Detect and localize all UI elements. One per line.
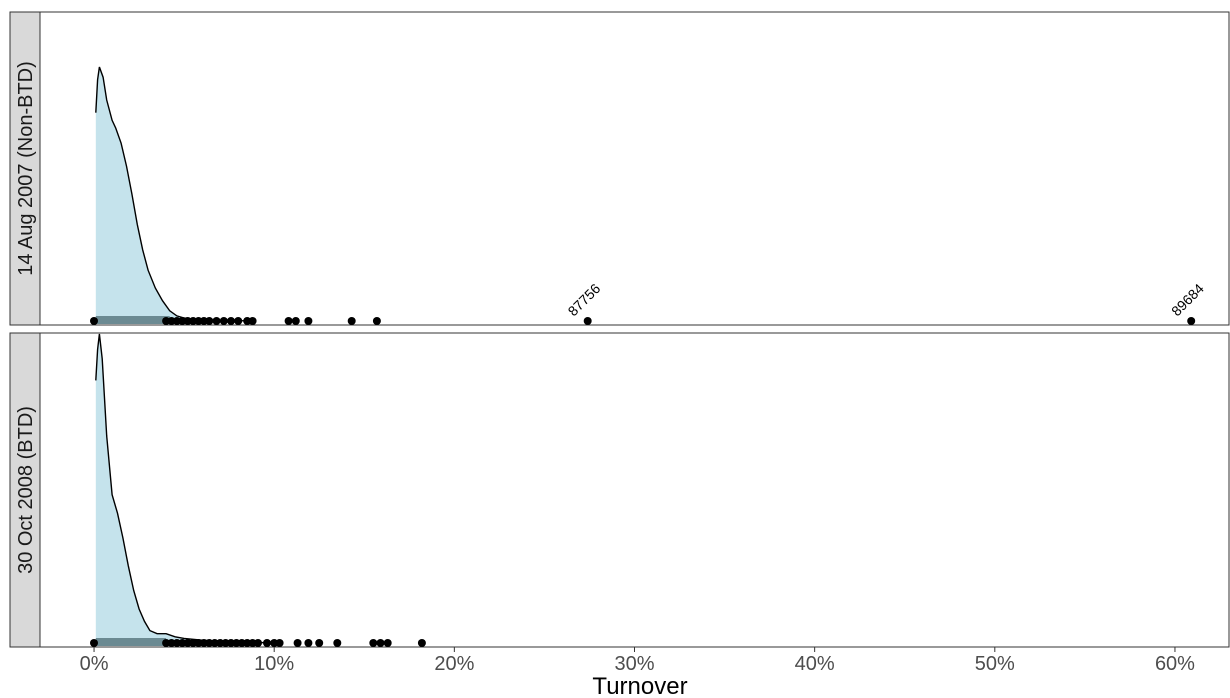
- facet-strip-2: [9, 332, 41, 648]
- facet-panel-1: 14 Aug 2007 (Non-BTD) 87756 89684: [9, 11, 1230, 326]
- interval-box: [95, 316, 170, 324]
- facet-strip-label-1: 14 Aug 2007 (Non-BTD): [15, 61, 37, 276]
- data-point: [263, 639, 271, 647]
- data-point: [304, 317, 313, 325]
- point-label: 89684: [1168, 280, 1207, 319]
- x-tick-label: 20%: [434, 653, 474, 675]
- x-tick-label: 50%: [975, 653, 1015, 675]
- density-area: [95, 334, 275, 643]
- data-point: [383, 639, 392, 647]
- plot-area-2: [39, 332, 1230, 648]
- x-tick-label: 0%: [80, 653, 109, 675]
- data-point: [417, 639, 426, 647]
- data-point: [291, 317, 300, 325]
- data-point: [583, 317, 592, 325]
- data-point: [205, 317, 214, 325]
- plot-area-1: [39, 11, 1230, 326]
- data-point: [210, 639, 219, 647]
- x-axis-title: Turnover: [592, 673, 687, 698]
- point-label: 87756: [565, 280, 604, 319]
- data-point: [254, 639, 262, 647]
- data-point: [347, 317, 356, 325]
- data-point: [219, 317, 228, 325]
- data-point: [315, 639, 324, 647]
- data-point: [248, 317, 257, 325]
- data-point: [275, 639, 284, 647]
- x-tick-label: 60%: [1155, 653, 1195, 675]
- data-point: [1187, 317, 1196, 325]
- data-point: [304, 639, 313, 647]
- panel-1-marks: 87756 89684: [90, 66, 1207, 325]
- data-point: [284, 317, 293, 325]
- data-point: [90, 317, 98, 325]
- data-point: [376, 639, 385, 647]
- interval-box: [95, 638, 167, 646]
- facet-strip-label-2: 30 Oct 2008 (BTD): [15, 406, 37, 574]
- x-tick-label: 10%: [254, 653, 294, 675]
- x-axis: 0% 10% 20% 30% 40% 50% 60%: [80, 647, 1195, 675]
- x-tick-label: 30%: [614, 653, 654, 675]
- data-point: [234, 317, 243, 325]
- data-point: [212, 317, 221, 325]
- facet-strip-1: [9, 11, 41, 326]
- data-point: [369, 639, 378, 647]
- facet-panel-2: 30 Oct 2008 (BTD): [9, 332, 1230, 648]
- density-area: [95, 67, 257, 321]
- data-point: [227, 317, 235, 325]
- data-point: [90, 639, 98, 647]
- data-point: [293, 639, 302, 647]
- panel-2-marks: [90, 333, 426, 647]
- data-point: [372, 317, 381, 325]
- x-tick-label: 40%: [795, 653, 835, 675]
- data-point: [333, 639, 342, 647]
